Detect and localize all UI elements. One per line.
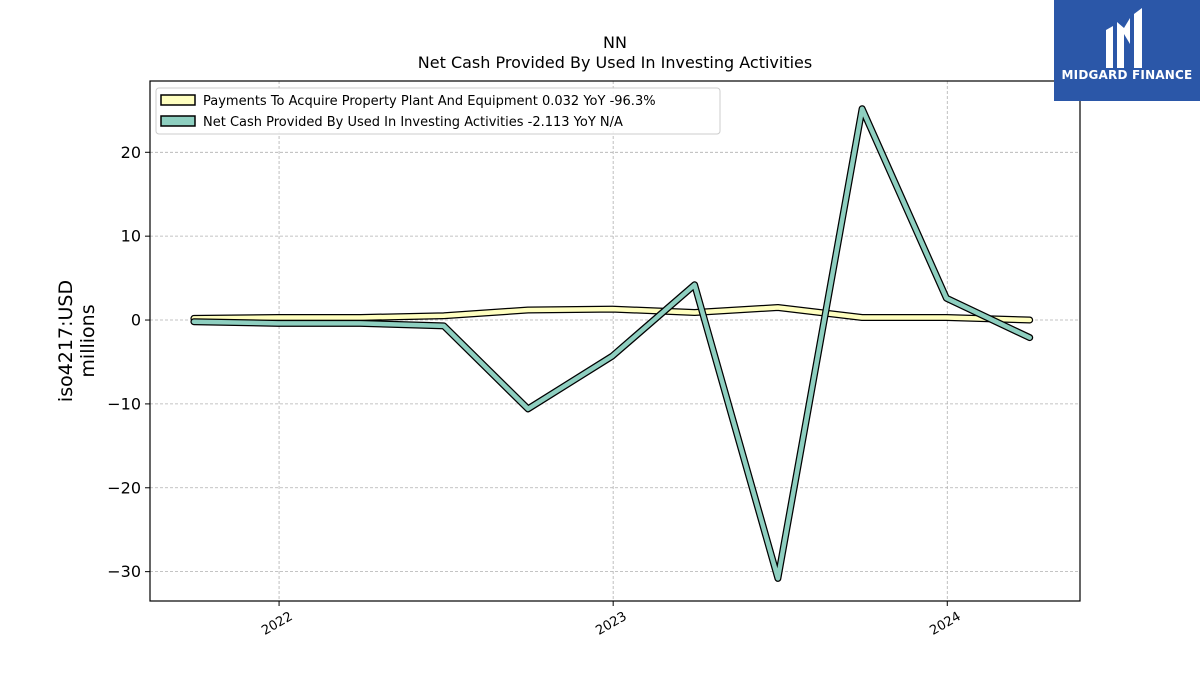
- legend-box: [155, 87, 721, 135]
- chart-title: NN: [603, 33, 627, 52]
- logo-text: MIDGARD FINANCE: [1061, 68, 1193, 82]
- y-tick-label: −20: [107, 478, 141, 497]
- series-outline-1: [190, 105, 1034, 582]
- y-axis: −30 −20 −10 0 10 20: [107, 143, 150, 581]
- midgard-finance-logo: MIDGARD FINANCE: [1054, 0, 1200, 101]
- y-tick-label: 20: [121, 143, 141, 162]
- legend: Payments To Acquire Property Plant And E…: [155, 87, 721, 135]
- series-lines: [190, 105, 1034, 582]
- y-axis-label: iso4217:USDmillions: [55, 280, 99, 402]
- grid: [150, 81, 1080, 601]
- legend-label: Net Cash Provided By Used In Investing A…: [203, 115, 623, 130]
- logo-mark-icon: [1106, 8, 1142, 68]
- legend-swatch: [160, 94, 196, 106]
- series-line-1: [191, 106, 1032, 581]
- y-tick-label: −30: [107, 562, 141, 581]
- chart-subtitle: Net Cash Provided By Used In Investing A…: [418, 53, 812, 72]
- x-axis: 2022 2023 2024: [259, 601, 964, 639]
- x-tick-label: 2024: [927, 609, 963, 639]
- x-tick-label: 2023: [593, 609, 629, 639]
- legend-swatch: [160, 115, 196, 127]
- y-tick-label: 10: [121, 227, 141, 246]
- plot-frame: [149, 80, 1081, 602]
- x-tick-label: 2022: [259, 609, 295, 639]
- legend-label: Payments To Acquire Property Plant And E…: [203, 94, 656, 109]
- series-line-0: [191, 305, 1032, 323]
- y-tick-label: −10: [107, 394, 141, 413]
- y-tick-label: 0: [131, 311, 141, 330]
